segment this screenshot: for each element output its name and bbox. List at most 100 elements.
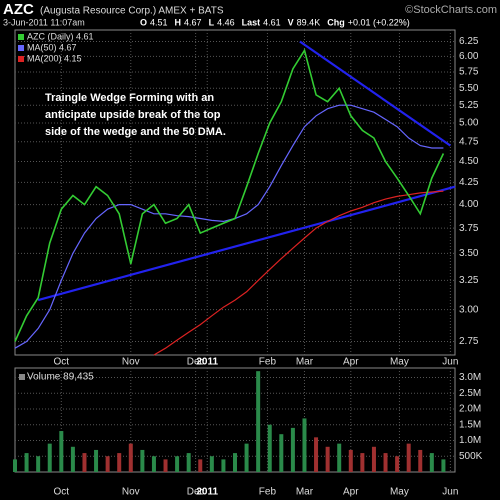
x-tick-label: Feb <box>259 487 277 498</box>
price-panel <box>14 29 456 356</box>
x-tick-label: Jun <box>442 487 458 498</box>
y-tick-label: 3.25 <box>459 275 479 286</box>
legend-swatch <box>19 374 25 380</box>
quote-value: 4.51 <box>150 17 168 27</box>
volume-label: Volume 89,435 <box>27 372 94 383</box>
volume-bar <box>314 437 319 472</box>
x-tick-label: Feb <box>259 357 277 368</box>
y-tick-label: 2.5M <box>459 388 481 399</box>
trendline <box>37 185 456 302</box>
y-tick-label: 3.00 <box>459 304 479 315</box>
x-tick-label: Dec <box>187 487 205 498</box>
y-tick-label: 6.00 <box>459 51 479 62</box>
x-tick-label: Oct <box>54 487 70 498</box>
y-tick-label: 2.0M <box>459 404 481 415</box>
y-tick-label: 3.75 <box>459 223 479 234</box>
quote-label: L <box>209 17 215 27</box>
series-line <box>14 48 445 342</box>
volume-bar <box>360 453 365 472</box>
legend-label: AZC (Daily) 4.61 <box>27 31 94 41</box>
volume-bar <box>163 459 168 472</box>
quote-value: 4.46 <box>217 17 235 27</box>
volume-bar <box>151 456 156 472</box>
x-tick-label: 2011 <box>196 357 218 368</box>
series-line <box>153 190 444 356</box>
annotation-line: side of the wedge and the 50 DMA. <box>45 126 226 138</box>
x-tick-label: Nov <box>122 357 140 368</box>
x-tick-label: Jun <box>442 357 458 368</box>
volume-bar <box>267 424 272 472</box>
volume-bar <box>337 443 342 472</box>
volume-bar <box>82 453 87 472</box>
volume-bar <box>302 418 307 472</box>
series-line <box>14 104 444 349</box>
y-tick-label: 4.50 <box>459 156 479 167</box>
volume-bar <box>290 427 295 472</box>
volume-bar <box>117 453 122 472</box>
y-tick-label: 5.75 <box>459 67 479 78</box>
volume-bar <box>325 446 330 472</box>
annotation-line: anticipate upside break of the top <box>45 109 221 121</box>
volume-bar <box>244 443 249 472</box>
volume-bar <box>128 443 133 472</box>
volume-bar <box>371 446 376 472</box>
y-tick-label: 4.25 <box>459 177 479 188</box>
volume-bar <box>70 446 75 472</box>
volume-bar <box>221 459 226 472</box>
quote-value: +0.01 (+0.22%) <box>348 17 410 27</box>
volume-bar <box>36 456 41 472</box>
y-tick-label: 5.25 <box>459 100 479 111</box>
y-tick-label: 6.25 <box>459 36 479 47</box>
y-tick-label: 2.75 <box>459 336 479 347</box>
x-tick-label: 2011 <box>196 487 218 498</box>
x-tick-label: Mar <box>296 487 314 498</box>
volume-bar <box>94 449 99 472</box>
volume-bar <box>233 453 237 472</box>
legend-label: MA(50) 4.67 <box>27 42 77 52</box>
volume-bar <box>59 431 64 472</box>
x-tick-label: Nov <box>122 487 140 498</box>
volume-bar <box>279 434 284 472</box>
chart-subtitle: (Augusta Resource Corp.) AMEX + BATS <box>40 6 224 17</box>
legend-swatch <box>18 45 24 51</box>
quote: O 4.51 H 4.67 L 4.46 Last 4.61 V 89.4K Chg +0.01 (+… <box>140 17 410 27</box>
volume-bar <box>209 456 214 472</box>
volume-bar <box>105 456 110 472</box>
annotation-line: Traingle Wedge Forming with an <box>45 92 214 104</box>
volume-bar <box>418 449 423 472</box>
volume-bar <box>186 453 191 472</box>
y-tick-label: 3.50 <box>459 248 479 259</box>
source: ©StockCharts.com <box>405 4 497 16</box>
y-tick-label: 1.5M <box>459 419 481 430</box>
volume-bar <box>140 449 145 472</box>
quote-label: O <box>140 17 147 27</box>
x-tick-label: Apr <box>343 487 359 498</box>
x-tick-label: Mar <box>296 357 314 368</box>
volume-bar <box>256 371 261 472</box>
volume-bar <box>429 453 434 472</box>
x-tick-label: May <box>390 357 409 368</box>
y-tick-label: 5.50 <box>459 83 479 94</box>
x-tick-label: Dec <box>187 357 205 368</box>
quote-value: 4.61 <box>263 17 281 27</box>
volume-bar <box>441 459 446 472</box>
x-tick-label: Apr <box>343 357 359 368</box>
volume-bar <box>395 456 400 472</box>
y-tick-label: 5.00 <box>459 118 479 129</box>
y-tick-label: 4.00 <box>459 199 479 210</box>
y-tick-label: 500K <box>459 451 483 462</box>
quote-label: V <box>288 17 294 27</box>
volume-bar <box>47 443 52 472</box>
quote-label: Chg <box>327 17 345 27</box>
volume-bar <box>24 453 29 472</box>
quote-label: H <box>175 17 182 27</box>
volume-bar <box>13 459 17 472</box>
quote-label: Last <box>242 17 261 27</box>
volume-bar <box>383 453 388 472</box>
x-tick-label: May <box>390 487 409 498</box>
legend-swatch <box>18 56 24 62</box>
chart-title: AZC <box>3 1 34 18</box>
legend-swatch <box>18 34 24 40</box>
